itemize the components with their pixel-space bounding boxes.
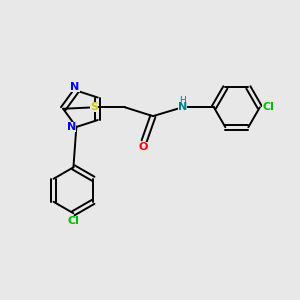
Text: N: N (178, 102, 187, 112)
Text: S: S (90, 102, 98, 112)
Text: Cl: Cl (68, 216, 80, 226)
Text: O: O (139, 142, 148, 152)
Text: Cl: Cl (262, 102, 274, 112)
Text: N: N (67, 122, 76, 132)
Text: H: H (179, 96, 186, 105)
Text: N: N (70, 82, 80, 92)
